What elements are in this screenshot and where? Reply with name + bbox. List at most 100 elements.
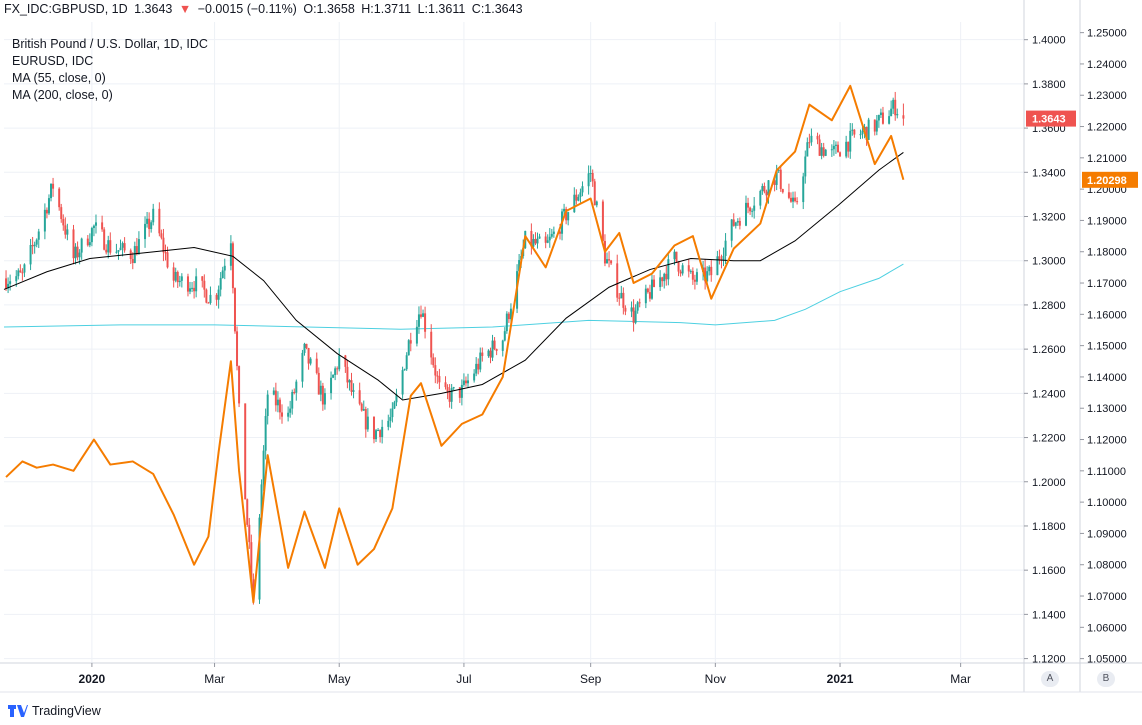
candle-body bbox=[796, 201, 799, 203]
candle bbox=[107, 235, 110, 259]
candle-body bbox=[221, 270, 224, 279]
y-right-tick-label: 1.07000 bbox=[1087, 591, 1127, 603]
candle bbox=[178, 275, 181, 287]
candle-body bbox=[544, 236, 547, 243]
scale-b-button[interactable]: B bbox=[1097, 671, 1115, 687]
candle bbox=[630, 301, 633, 318]
candle bbox=[305, 343, 308, 350]
candle bbox=[491, 334, 494, 362]
branding[interactable]: TradingView bbox=[8, 704, 101, 718]
candle-body bbox=[133, 246, 136, 263]
y-right-tick-label: 1.19000 bbox=[1087, 215, 1127, 227]
candle-body bbox=[450, 388, 453, 402]
candle-body bbox=[29, 245, 32, 265]
candle-body bbox=[501, 340, 504, 351]
candle-body bbox=[174, 271, 177, 281]
candle bbox=[479, 347, 482, 373]
candle-body bbox=[730, 219, 733, 241]
candle-body bbox=[493, 340, 496, 350]
candle-body bbox=[162, 237, 165, 253]
candle-body bbox=[673, 251, 676, 260]
candle-body bbox=[879, 112, 882, 115]
candle-body bbox=[479, 352, 482, 370]
candle-body bbox=[430, 331, 433, 358]
candle-body bbox=[489, 350, 492, 358]
candle bbox=[321, 382, 324, 411]
candle bbox=[487, 349, 490, 358]
candle-body bbox=[291, 391, 294, 409]
candle bbox=[76, 241, 79, 261]
candle bbox=[888, 110, 891, 125]
candle-body bbox=[278, 399, 281, 413]
legend-ma200[interactable]: MA (200, close, 0) bbox=[12, 88, 113, 102]
candle-body bbox=[630, 307, 633, 312]
candle-body bbox=[687, 265, 690, 272]
candle-body bbox=[644, 288, 647, 304]
candle-body bbox=[608, 259, 611, 261]
candle-body bbox=[346, 366, 349, 383]
legend-ma55[interactable]: MA (55, close, 0) bbox=[12, 71, 106, 85]
candle bbox=[736, 218, 739, 226]
candle bbox=[150, 220, 153, 233]
candle bbox=[407, 339, 410, 356]
candle-body bbox=[849, 130, 852, 152]
candle-body bbox=[148, 218, 151, 230]
legend-main-series[interactable]: British Pound / U.S. Dollar, 1D, IDC bbox=[12, 37, 208, 51]
candle-body bbox=[736, 220, 739, 223]
close-value: 1.3643 bbox=[484, 2, 523, 16]
y-left-tick-label: 1.2400 bbox=[1032, 388, 1066, 400]
candle bbox=[193, 281, 196, 299]
candle bbox=[875, 114, 878, 136]
candle-body bbox=[495, 349, 498, 351]
candle-body bbox=[92, 225, 95, 229]
candle bbox=[366, 408, 369, 432]
candle-body bbox=[532, 239, 535, 247]
candle bbox=[109, 232, 112, 255]
legend-compare-series[interactable]: EURUSD, IDC bbox=[12, 54, 94, 68]
candle bbox=[620, 285, 623, 299]
candle bbox=[172, 262, 175, 288]
candle-body bbox=[264, 416, 267, 451]
candle bbox=[119, 239, 122, 251]
auto-scale-button[interactable]: A bbox=[1041, 671, 1059, 687]
candle-body bbox=[877, 114, 880, 121]
candle-body bbox=[231, 243, 234, 289]
candle-body bbox=[675, 251, 678, 262]
candle bbox=[818, 134, 821, 156]
candle bbox=[644, 284, 647, 309]
candle bbox=[33, 241, 36, 254]
candle-body bbox=[191, 287, 194, 289]
candle bbox=[538, 233, 541, 239]
candle-body bbox=[577, 196, 580, 201]
candle-body bbox=[395, 394, 398, 403]
candle bbox=[749, 206, 752, 215]
candle bbox=[415, 320, 418, 347]
candle bbox=[160, 229, 163, 240]
candle bbox=[162, 228, 165, 262]
candle-body bbox=[375, 430, 378, 440]
candle-body bbox=[634, 310, 637, 323]
candle-body bbox=[518, 260, 521, 272]
candle-body bbox=[180, 276, 183, 281]
candle-body bbox=[708, 266, 711, 272]
candle-body bbox=[679, 271, 682, 274]
candle bbox=[495, 348, 498, 356]
candle bbox=[377, 428, 380, 432]
candle-body bbox=[763, 185, 766, 192]
candle-body bbox=[851, 129, 854, 131]
candle-body bbox=[632, 307, 635, 323]
candle bbox=[375, 428, 378, 442]
symbol-label[interactable]: FX_IDC:GBPUSD, 1D bbox=[4, 2, 128, 16]
candle bbox=[546, 234, 549, 244]
candle bbox=[336, 366, 339, 375]
candle bbox=[624, 305, 627, 316]
low-label: L: bbox=[417, 2, 428, 16]
candle bbox=[544, 231, 547, 249]
candle-body bbox=[467, 380, 470, 384]
candle bbox=[789, 192, 792, 203]
candle-body bbox=[873, 119, 876, 132]
candle bbox=[72, 224, 75, 265]
candle-body bbox=[487, 350, 490, 356]
candle bbox=[344, 354, 347, 373]
